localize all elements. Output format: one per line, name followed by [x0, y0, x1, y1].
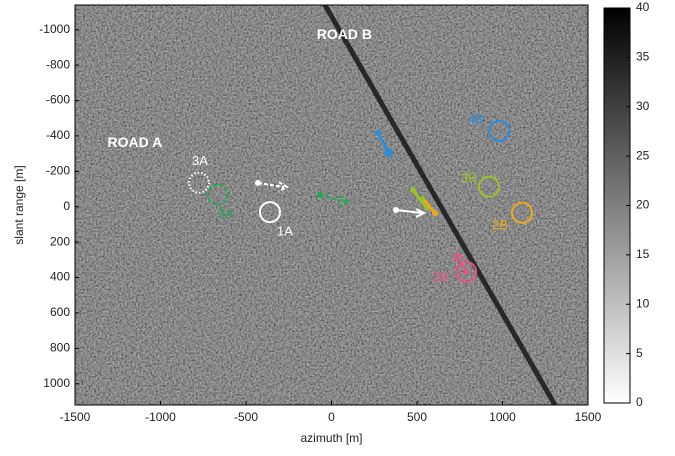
x-tick-label: 0	[328, 410, 335, 424]
target-label: 4B	[468, 111, 484, 126]
target-label: 2A	[218, 206, 234, 221]
colorbar-tick-label: 20	[636, 198, 650, 212]
colorbar-tick-label: 30	[636, 99, 650, 113]
colorbar-tick-label: 10	[636, 296, 650, 310]
x-tick-label: -1500	[60, 410, 91, 424]
x-axis-label: azimuth [m]	[300, 431, 362, 445]
y-tick-label: -800	[46, 57, 70, 71]
x-tick-label: 500	[407, 410, 427, 424]
colorbar-tick-label: 15	[636, 247, 650, 261]
colorbar-tick-label: 0	[636, 395, 643, 409]
y-tick-label: 400	[50, 270, 70, 284]
target-label: 1A	[277, 224, 293, 239]
colorbar-tick-label: 25	[636, 148, 650, 162]
target-label: 3A	[192, 153, 208, 168]
colorbar-tick-label: 40	[636, 0, 650, 14]
y-axis-label: slant range [m]	[12, 165, 26, 244]
y-tick-label: 1000	[43, 376, 70, 390]
y-tick-label: 200	[50, 234, 70, 248]
y-tick-label: -600	[46, 93, 70, 107]
y-tick-label: 0	[63, 199, 70, 213]
target-label: 2B	[492, 217, 508, 232]
colorbar-tick-label: 35	[636, 50, 650, 64]
road-label: ROAD B	[317, 26, 372, 42]
x-tick-label: 1000	[489, 410, 516, 424]
sar-image	[75, 5, 588, 405]
x-tick-label: -500	[234, 410, 258, 424]
y-tick-label: 600	[50, 305, 70, 319]
road-label: ROAD A	[107, 134, 162, 150]
y-tick-label: 800	[50, 341, 70, 355]
target-label: 1B	[432, 269, 448, 284]
y-tick-label: -1000	[39, 22, 70, 36]
colorbar-tick-label: 5	[636, 346, 643, 360]
y-tick-label: -400	[46, 128, 70, 142]
target-label: 3B	[461, 170, 477, 185]
chart: -1500-1000-500050010001500-1000-800-600-…	[0, 0, 675, 451]
x-tick-label: -1000	[145, 410, 176, 424]
y-tick-label: -200	[46, 164, 70, 178]
x-tick-label: 1500	[575, 410, 602, 424]
